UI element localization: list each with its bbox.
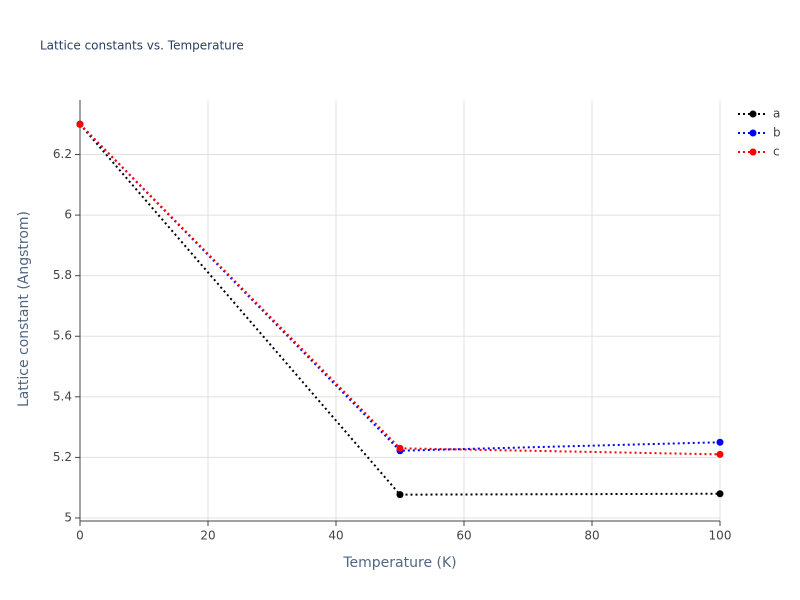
legend-label: c (773, 145, 780, 159)
y-tick-label: 5.8 (53, 268, 72, 282)
x-tick-label: 100 (709, 529, 732, 543)
data-point (396, 444, 404, 452)
x-tick-label: 0 (76, 529, 84, 543)
y-tick-label: 6 (64, 208, 72, 222)
x-tick-label: 80 (584, 529, 599, 543)
y-axis-label: Lattice constant (Angstrom) (16, 211, 32, 407)
x-tick-label: 40 (328, 529, 343, 543)
data-point (76, 120, 84, 128)
data-point (716, 438, 724, 446)
x-axis-label: Temperature (K) (342, 555, 456, 571)
y-tick-label: 5.6 (53, 329, 72, 343)
y-tick-label: 5.4 (53, 389, 72, 403)
x-tick-label: 20 (200, 529, 215, 543)
y-tick-label: 5 (64, 510, 72, 524)
data-point (716, 450, 724, 458)
legend-marker (749, 148, 757, 156)
legend-marker (749, 110, 757, 118)
data-point (396, 491, 404, 499)
series-line (79, 123, 721, 496)
series-line (79, 123, 721, 456)
chart-title: Lattice constants vs. Temperature (40, 39, 244, 53)
legend-label: b (773, 126, 781, 140)
y-tick-label: 6.2 (53, 147, 72, 161)
series-line (79, 123, 721, 452)
data-point (716, 490, 724, 498)
legend-label: a (773, 107, 780, 121)
y-tick-label: 5.2 (53, 450, 72, 464)
x-tick-label: 60 (456, 529, 471, 543)
legend-marker (749, 129, 757, 137)
